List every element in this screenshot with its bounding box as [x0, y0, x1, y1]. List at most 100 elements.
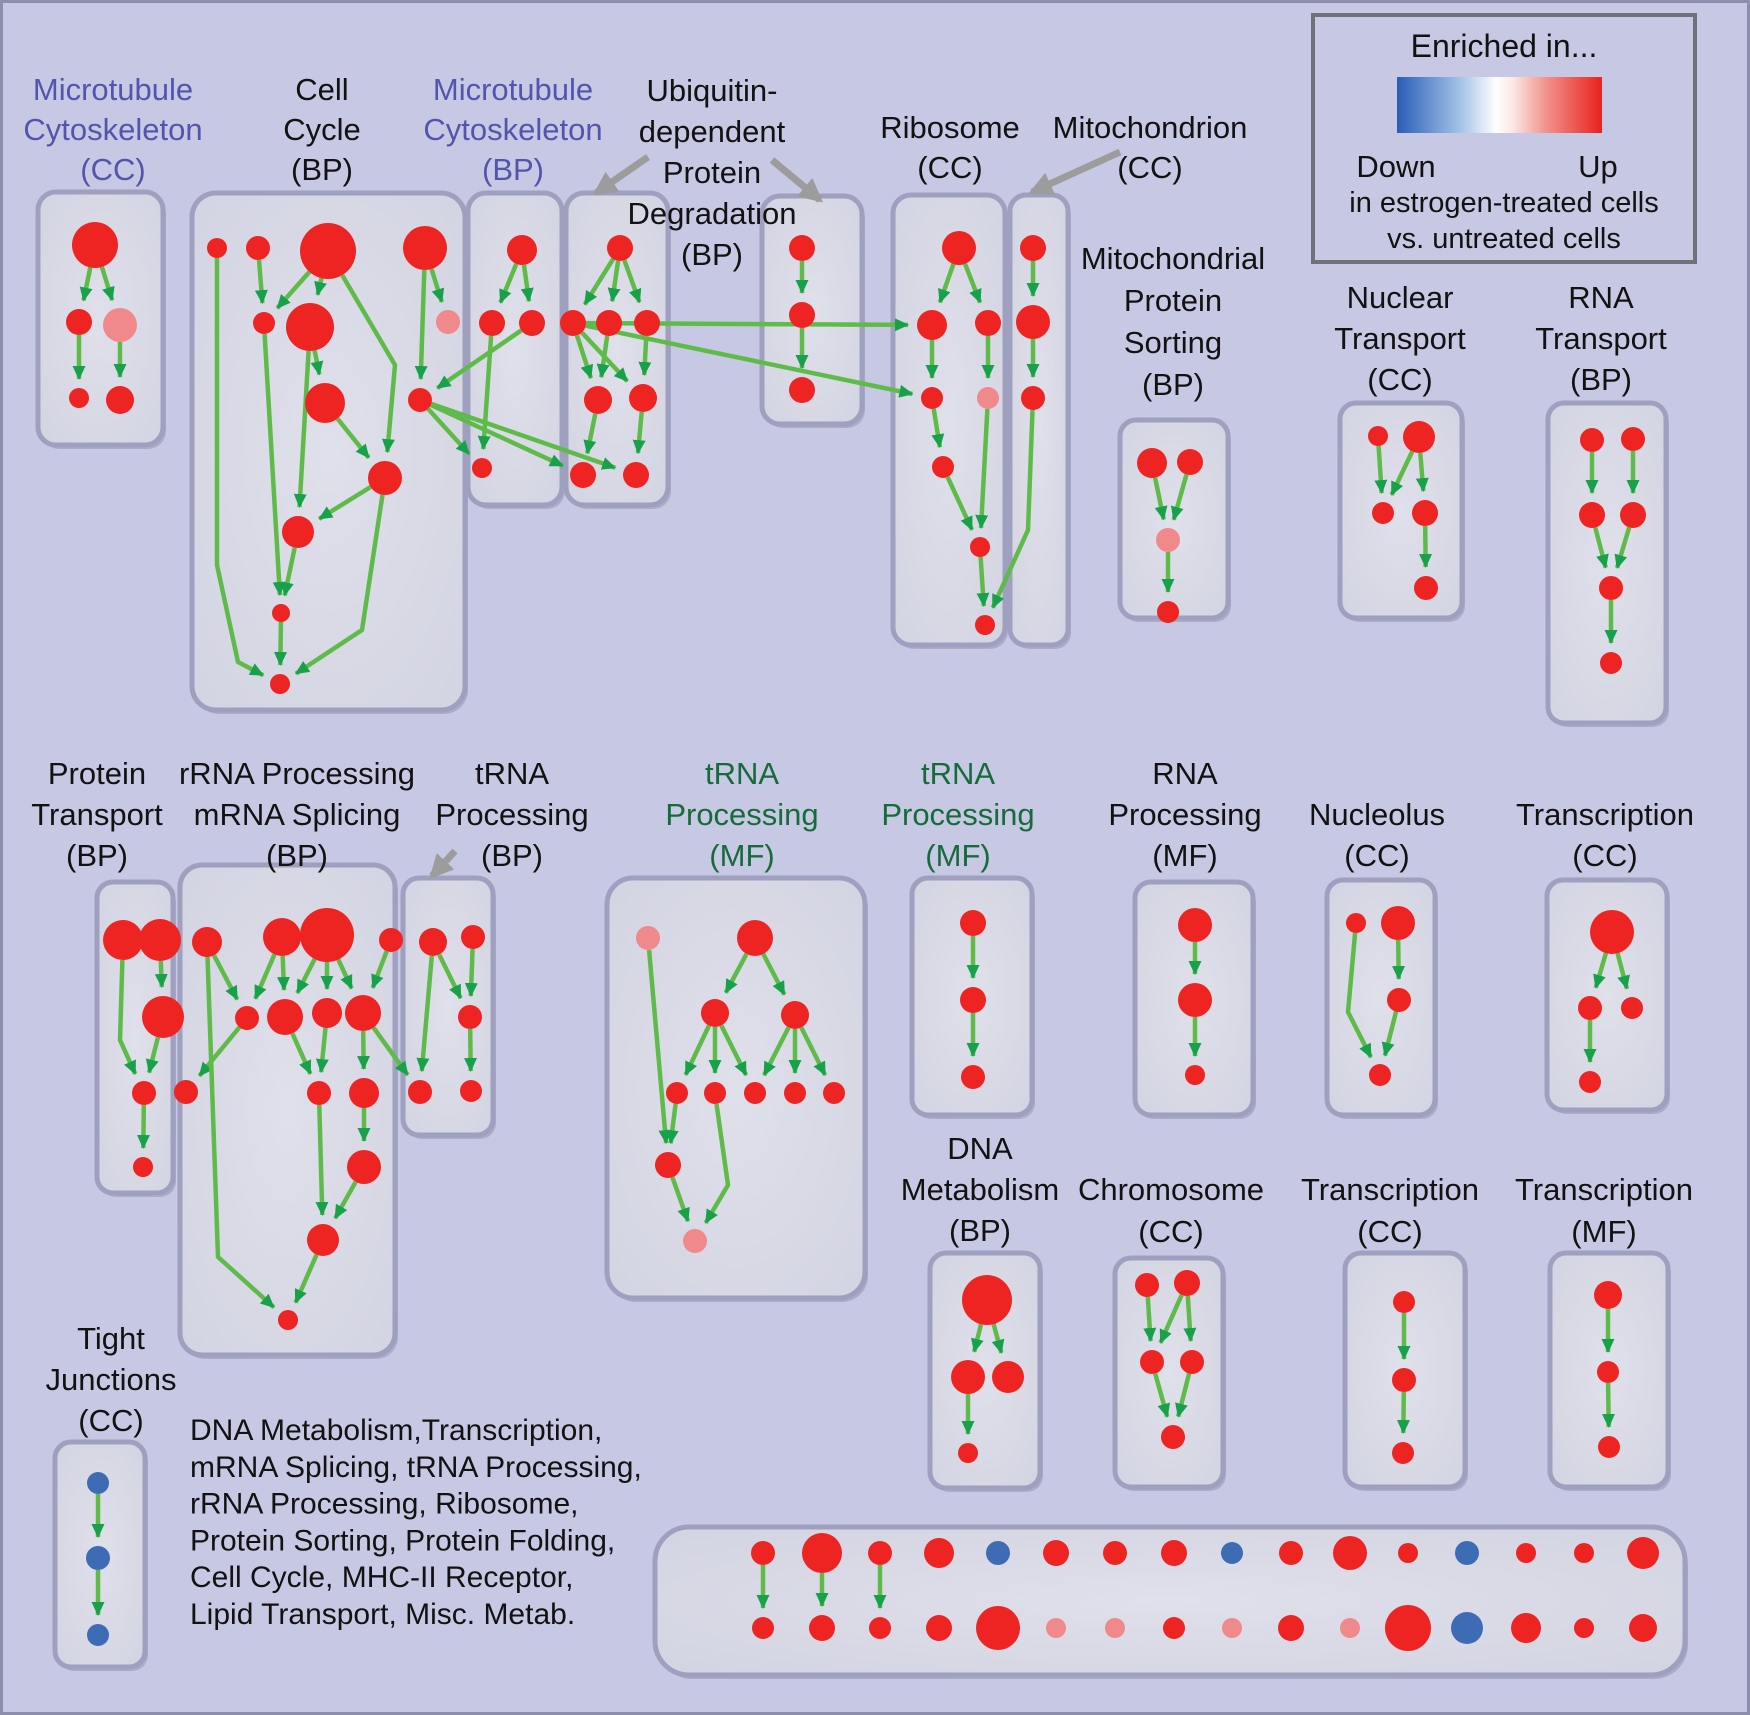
go-term-node-pt2 [139, 919, 181, 961]
cluster-label-mt-cc-line1: Microtubule [33, 72, 193, 107]
enrichment-edge-pt1-pt4 [117, 959, 138, 1075]
enrichment-edge-pt2-pt3 [154, 960, 168, 988]
cluster-label-mito-protein-sorting-line1: Mitochondrial [1081, 241, 1265, 276]
go-term-node-rt3 [1579, 502, 1605, 528]
go-term-node-rp3 [1185, 1065, 1205, 1085]
enrichment-edge-cc5-cc9 [293, 350, 311, 508]
go-term-node-cc0 [207, 238, 227, 258]
go-term-node-rm [307, 1224, 339, 1256]
cluster-label-trna-processing-bp-line1: tRNA [475, 756, 549, 791]
go-term-node-mc3 [103, 308, 137, 342]
go-term-node-s4t [924, 1538, 954, 1568]
enrichment-edge-mc1-mc2 [79, 267, 93, 302]
go-term-node-cc11 [270, 674, 290, 694]
go-term-node-rb1 [942, 231, 976, 265]
enrichment-edge-ch3-ch5 [1153, 1372, 1171, 1418]
cluster-label-mt-cc-line3: (CC) [80, 152, 145, 187]
go-term-node-s3b [869, 1617, 891, 1639]
cluster-label-dna-metabolism-line1: DNA [947, 1131, 1013, 1166]
cluster-label-mt-bp-line1: Microtubule [433, 72, 593, 107]
enrichment-edge-tm5-tm10 [665, 1103, 679, 1145]
go-term-node-rg [312, 998, 342, 1028]
enrichment-edge-mo3-rb8 [990, 409, 1035, 609]
go-term-node-s11t [1333, 1536, 1367, 1570]
enrichment-edge-rb5-rb7 [975, 408, 990, 529]
enrichment-edge-tm10-tm11 [670, 1176, 691, 1223]
go-term-node-ua5 [584, 386, 612, 414]
go-term-node-mb2 [479, 310, 505, 336]
misc-categories-note-line3: rRNA Processing, Ribosome, [190, 1488, 578, 1521]
enrichment-edge-dm1-dm2 [971, 1323, 984, 1353]
cluster-label-mito-protein-sorting-line2: Protein [1124, 283, 1222, 318]
go-term-node-rt4 [1620, 502, 1646, 528]
enrichment-edge-dm1-dm3 [991, 1323, 1005, 1354]
enrichment-edge-cc7-ua8 [430, 401, 617, 470]
cluster-label-cell-cycle-line3: (BP) [291, 152, 353, 187]
go-term-node-tm1 [636, 926, 660, 950]
enrichment-edge-tb1-tb3 [437, 953, 463, 1000]
go-term-node-nt2 [1403, 421, 1435, 453]
go-term-node-mb3 [519, 310, 545, 336]
go-term-node-tm8 [784, 1082, 806, 1104]
enrichment-edge-tm4-tm7 [762, 1026, 791, 1077]
enrichment-edge-cc8-cc9 [318, 485, 372, 521]
go-term-node-rb4 [921, 387, 943, 409]
cluster-label-ribosome-line1: Ribosome [880, 110, 1020, 145]
go-term-node-mp1 [1137, 448, 1167, 478]
enrichment-edge-nt2-nt3 [1389, 450, 1415, 496]
legend-up-label: Up [1578, 149, 1618, 184]
enrichment-edge-tm6-tm11 [703, 1103, 731, 1225]
go-term-node-mc4 [69, 388, 89, 408]
go-term-node-ri [174, 1080, 198, 1104]
cluster-label-mt-bp-line3: (BP) [482, 152, 544, 187]
misc-categories-note-line2: mRNA Splicing, tRNA Processing, [190, 1451, 642, 1484]
go-term-node-tj3 [87, 1624, 109, 1646]
enrichment-edge-mp1-mp3 [1152, 477, 1168, 521]
go-term-node-ch3 [1140, 1350, 1164, 1374]
go-term-node-mp4 [1157, 601, 1179, 623]
enrichment-edge-tcb2-tcb3 [1396, 1391, 1410, 1434]
cluster-label-ubiquitin-line2: dependent [639, 114, 786, 149]
cluster-label-rna-processing-mf-line1: RNA [1152, 756, 1218, 791]
go-term-node-tb1 [419, 928, 447, 956]
legend-title: Enriched in... [1411, 28, 1598, 64]
go-term-node-mp3 [1156, 528, 1180, 552]
cluster-label-tight-junctions-line1: Tight [77, 1321, 145, 1356]
enrichment-edge-pt4-pt5 [136, 1104, 150, 1149]
cluster-box-ribosome [890, 192, 1008, 648]
enrichment-edge-ch2-ch4 [1183, 1295, 1197, 1342]
cluster-box-mitochondrion [1007, 192, 1071, 648]
go-term-node-tm3 [701, 999, 729, 1027]
enrichment-edge-tm2-tm3 [723, 952, 749, 994]
cluster-label-dna-metabolism-line3: (BP) [949, 1213, 1011, 1248]
go-term-node-cc2 [300, 223, 356, 279]
go-term-node-cc5 [286, 303, 334, 351]
go-term-node-cc12 [436, 310, 460, 334]
enrichment-edge-ua3-ua5 [596, 335, 610, 379]
cluster-label-transcription-cc-mid-line2: (CC) [1572, 838, 1637, 873]
go-term-node-pt3 [142, 996, 184, 1038]
go-term-node-rh [345, 995, 381, 1031]
go-term-node-nt1 [1368, 426, 1388, 446]
annotation-arrows-layer [429, 148, 1122, 879]
cluster-box-trna-processing-mf-1 [604, 875, 868, 1301]
go-term-node-ub3 [789, 377, 815, 403]
go-term-node-s13t [1455, 1541, 1479, 1565]
go-term-node-cc6 [305, 383, 345, 423]
go-term-node-rt1 [1580, 428, 1604, 452]
enrichment-edge-nt1-nt3 [1374, 445, 1388, 494]
go-term-node-tm2 [737, 920, 773, 956]
enrichment-edge-cc2-cc4 [275, 270, 312, 310]
go-term-node-tb2 [461, 925, 485, 949]
enrichment-edge-tm3-tm7 [719, 1024, 749, 1077]
go-term-node-mo2 [1016, 305, 1050, 339]
go-term-node-rp2 [1178, 983, 1212, 1017]
go-term-node-rj [307, 1081, 331, 1105]
enrichment-edge-cc6-cc8 [335, 417, 371, 460]
cluster-label-rrna-processing-line3: (BP) [266, 838, 328, 873]
cluster-label-rrna-processing-line1: rRNA Processing [179, 756, 415, 791]
cluster-label-nucleolus-line1: Nucleolus [1309, 797, 1445, 832]
go-term-node-mc1 [72, 222, 118, 268]
enrichment-edge-ra-re [212, 954, 240, 1001]
